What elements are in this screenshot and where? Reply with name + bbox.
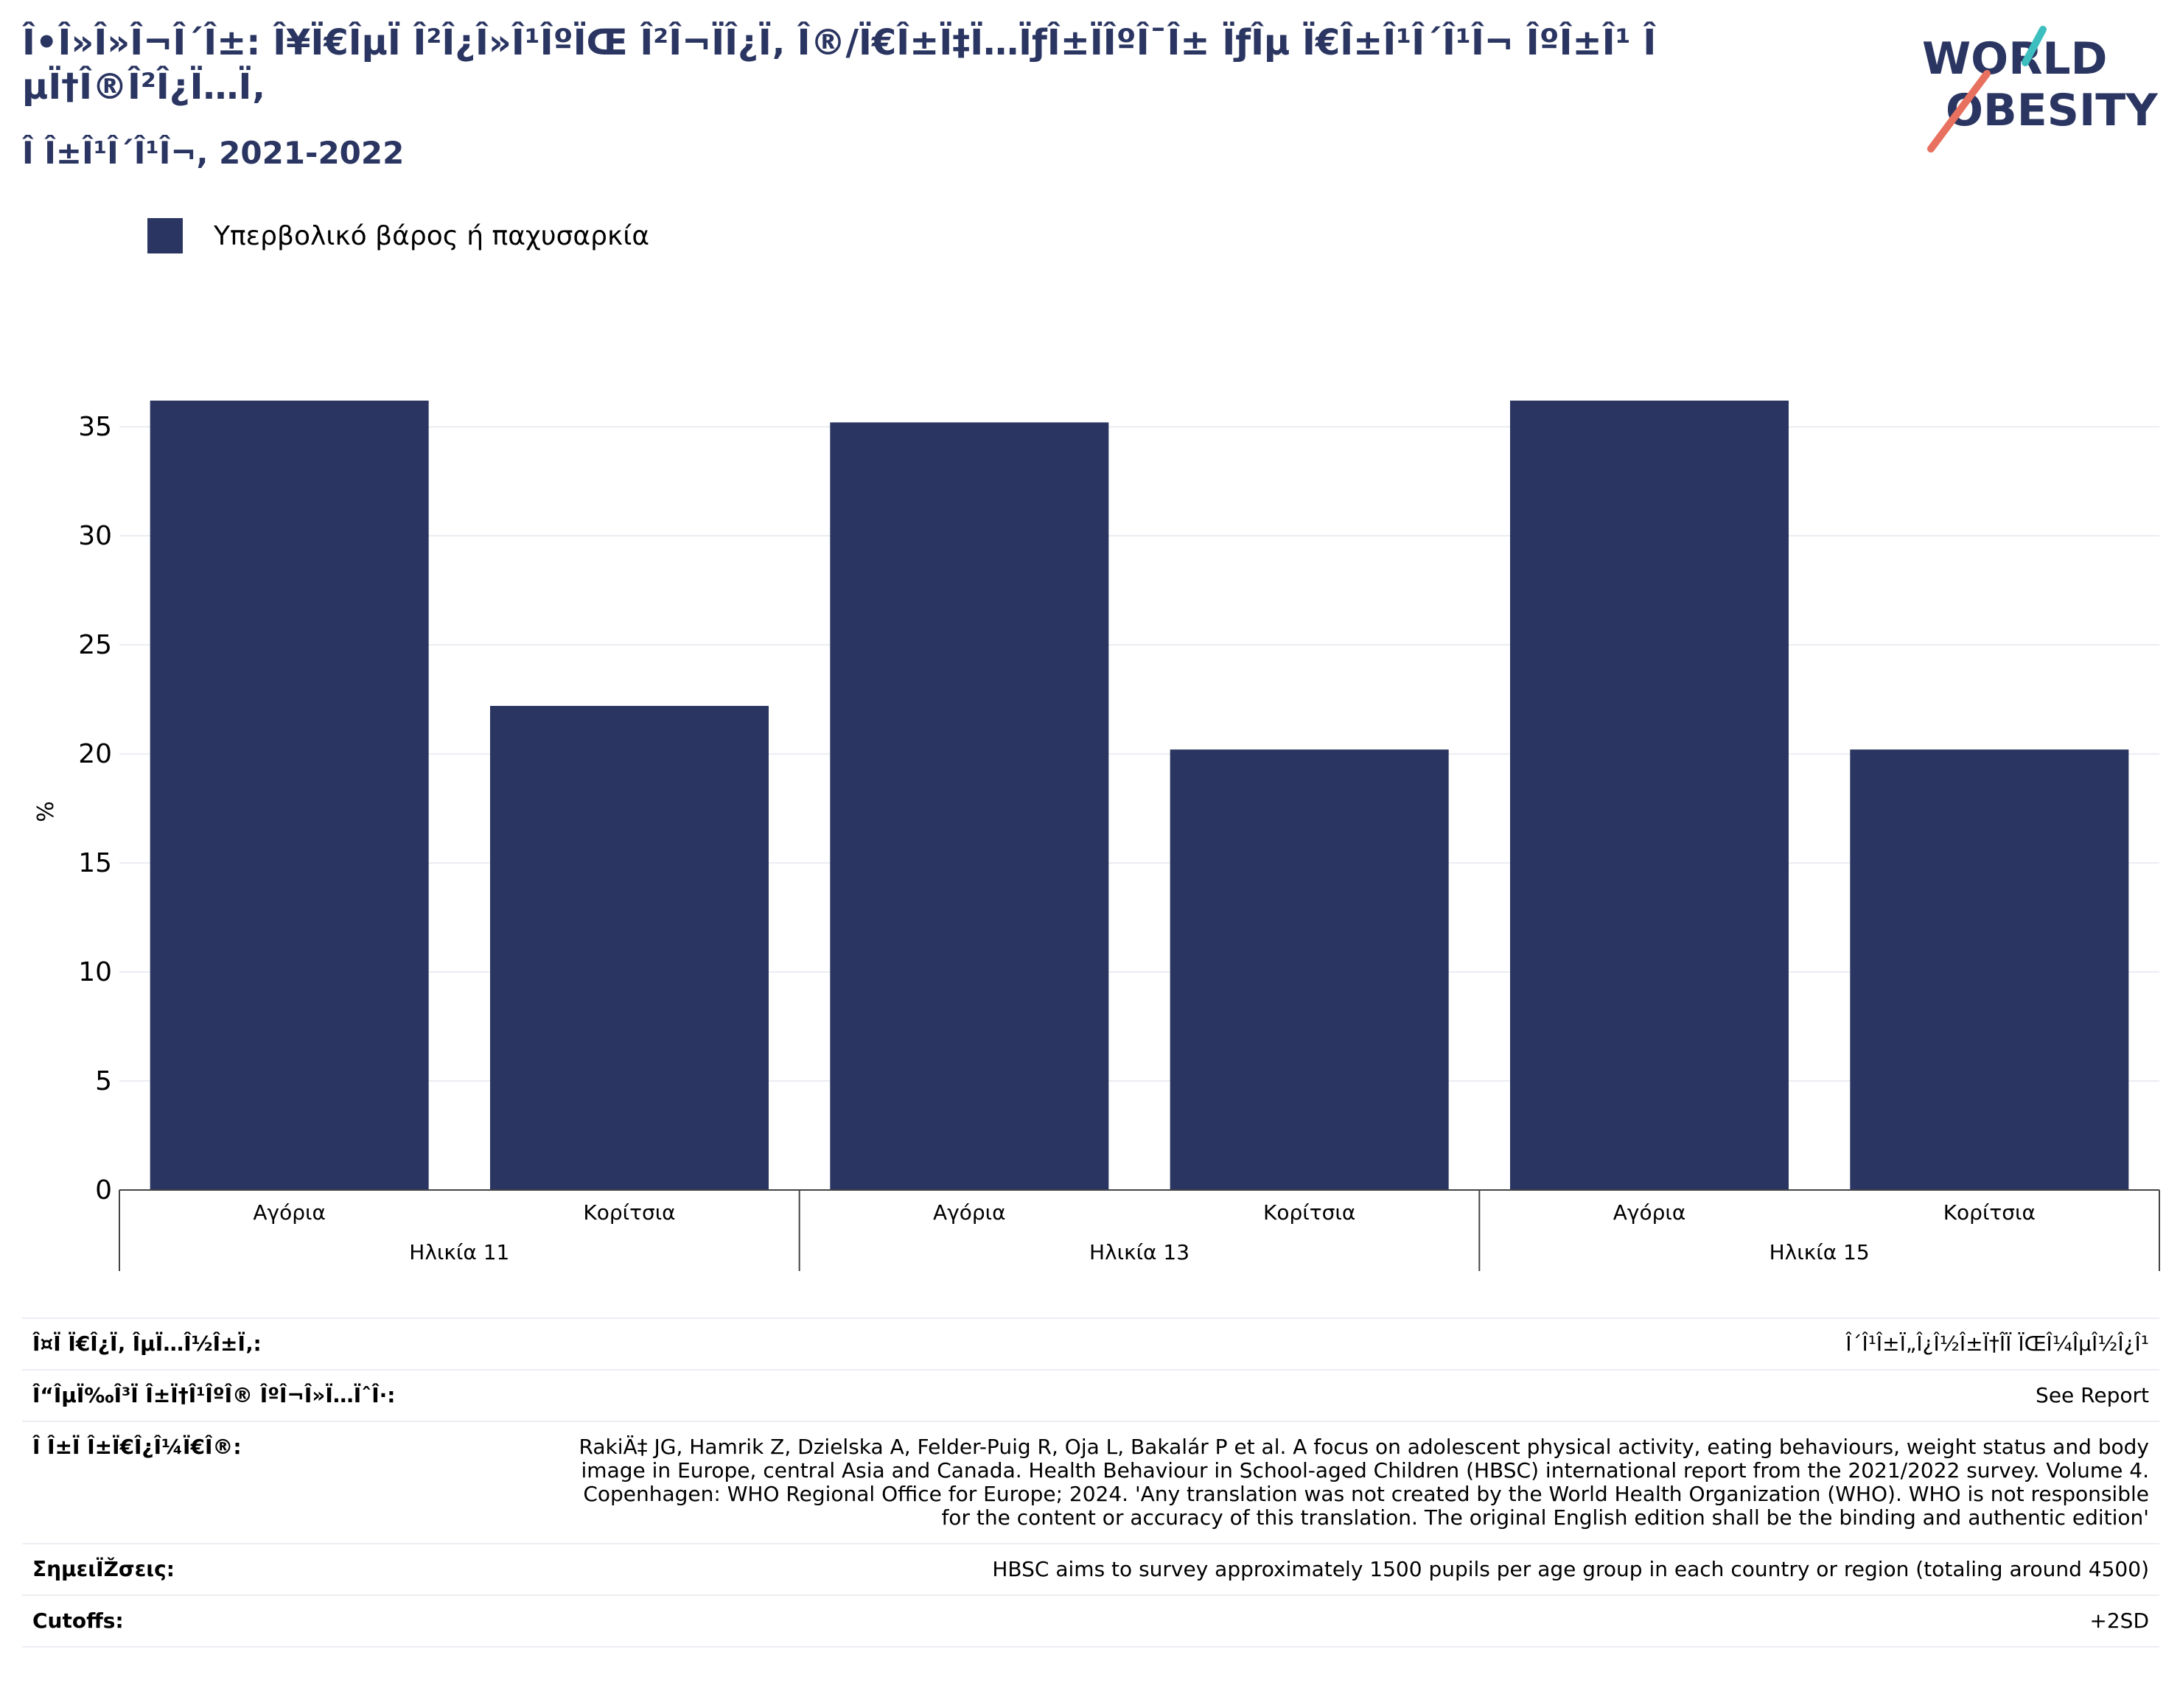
group-label: Ηλικία 13 [1089,1240,1189,1264]
category-label: Κορίτσια [1943,1200,2036,1225]
info-row: Cutoffs: +2SD [22,1595,2159,1648]
bar [830,422,1109,1190]
info-table: Î¤Ï Ï€Î¿Ï‚ ÎµÏ…Î½Î±Ï‚: Î´Î¹Î±Ï„Î¿Î½Î±Ï†Î­… [22,1317,2159,1648]
logo-slash-teal [2022,26,2047,66]
logo-line2: OBESITY [1946,85,2159,136]
category-label: Αγόρια [1613,1200,1686,1225]
bar [1850,749,2129,1190]
group-label: Ηλικία 11 [409,1240,509,1264]
bar [1170,749,1449,1190]
bar [150,400,429,1190]
world-obesity-logo: WORLD OBESITY [1922,26,2159,153]
y-tick-label: 15 [78,848,112,878]
y-tick-label: 5 [95,1066,112,1096]
chart-subtitle: Î Î±Î¹Î´Î¹Î¬, 2021-2022 [22,135,405,171]
info-row: ΣημειÏŽσεις: HBSC aims to survey approxim… [22,1543,2159,1595]
logo-slash-coral [1927,70,1991,153]
info-value: HBSC aims to survey approximately 1500 p… [992,1557,2149,1581]
bar-chart: 0 5 10 15 20 25 30 35% Αγόρια Κορίτσια Ηλικία 11 Αγ… [33,400,2160,1271]
category-label: Κορίτσια [1263,1200,1355,1225]
y-tick-label: 30 [78,521,112,551]
info-row: Î Î±Ï Î±Ï€Î¿Î¼Ï€Î®: RakiÄ‡ JG, Hamrik Z, … [22,1421,2159,1543]
chart-legend: Υπερβολικό βάρος ή παχυσαρκία [147,217,649,254]
y-tick-label: 0 [95,1175,112,1205]
info-label: ΣημειÏŽσεις: [32,1557,175,1581]
info-value: See Report [2036,1383,2149,1407]
info-value: Î´Î¹Î±Ï„Î¿Î½Î±Ï†Î­Ï ÏŒÎ¼ÎµÎ½Î¿Î¹ [1845,1331,2149,1356]
legend-label: Υπερβολικό βάρος ή παχυσαρκία [214,220,650,251]
y-tick-label: 20 [78,739,112,769]
info-value: RakiÄ‡ JG, Hamrik Z, Dzielska A, Felder-… [579,1435,2149,1530]
category-label: Αγόρια [933,1200,1006,1225]
category-label: Κορίτσια [583,1200,675,1225]
category-label: Αγόρια [253,1200,326,1225]
y-tick-label: 35 [78,412,112,442]
info-label: Î¤Ï Ï€Î¿Ï‚ ÎµÏ…Î½Î±Ï‚: [32,1331,262,1356]
info-label: Cutoffs: [32,1609,124,1633]
bar [1510,400,1789,1190]
y-axis-label: % [33,801,59,822]
y-tick-label: 25 [78,630,112,660]
info-label: Î Î±Ï Î±Ï€Î¿Î¼Ï€Î®: [32,1435,242,1459]
chart-title: Î•Î»Î»Î¬Î´Î±: Î¥Ï€ÎµÏ Î²Î¿Î»Î¹ÎºÏŒ Î²Î¬Ï… [22,22,1657,108]
info-row: Î“ÎµÏ‰Î³Ï Î±Ï†Î¹ÎºÎ® ÎºÎ¬Î»Ï…ÏˆÎ·: See Re… [22,1369,2159,1421]
group-label: Ηλικία 15 [1769,1240,1870,1264]
bar [490,706,769,1190]
info-label: Î“ÎµÏ‰Î³Ï Î±Ï†Î¹ÎºÎ® ÎºÎ¬Î»Ï…ÏˆÎ·: [32,1383,396,1407]
legend-swatch [147,218,183,253]
info-row: Î¤Ï Ï€Î¿Ï‚ ÎµÏ…Î½Î±Ï‚: Î´Î¹Î±Ï„Î¿Î½Î±Ï†Î­… [22,1317,2159,1369]
info-value: +2SD [2089,1609,2149,1633]
y-tick-label: 10 [78,957,112,987]
logo-line1: WORLD [1922,33,2107,85]
